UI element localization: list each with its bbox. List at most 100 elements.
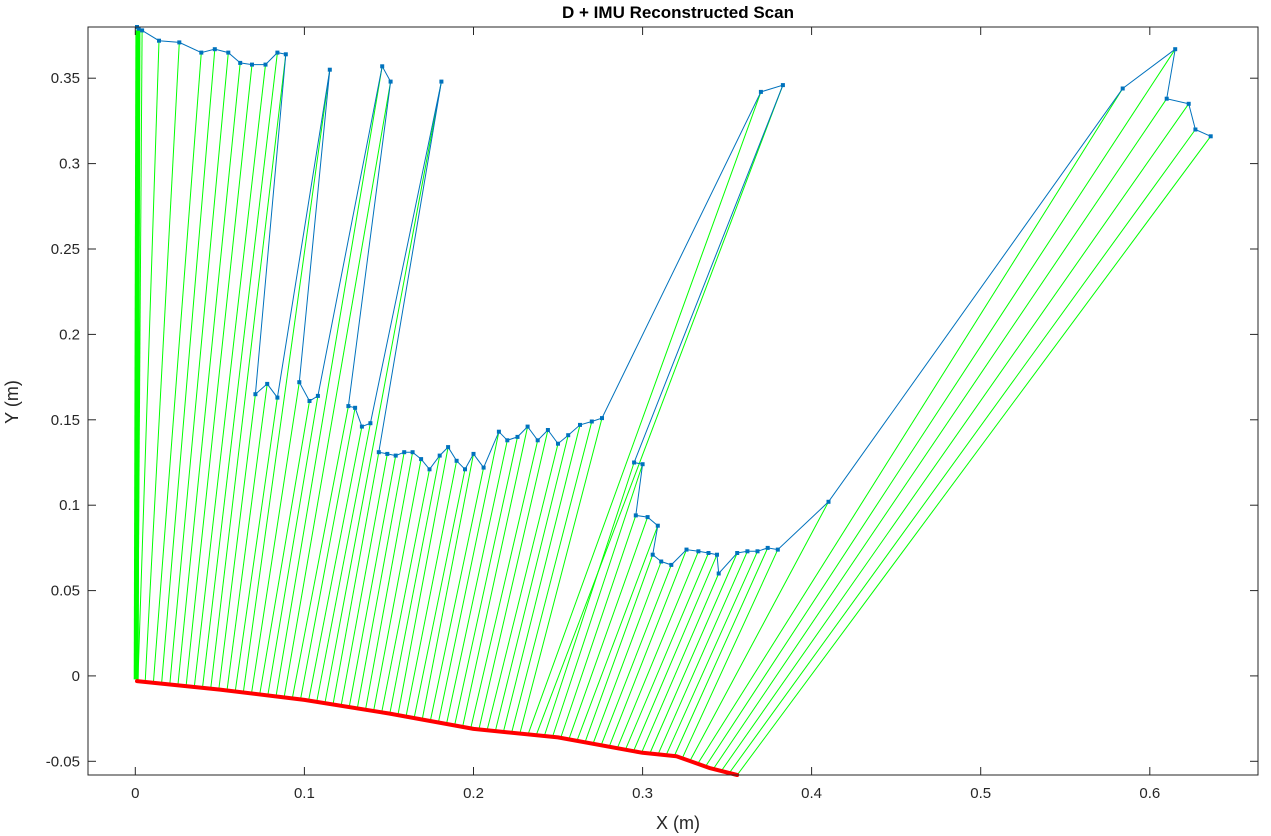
ray-line [437,431,500,723]
ray-line [291,406,349,699]
ray-line [300,407,356,700]
scan-point [525,424,530,429]
scan-point [376,450,381,455]
scan-point [368,421,373,426]
scan-point [566,433,571,438]
chart-title: D + IMU Reconstructed Scan [562,3,794,22]
ray-line [242,69,331,693]
ray-line [527,91,762,735]
scan-point [265,381,270,386]
ray-line [446,440,508,725]
scan-point [297,380,302,385]
ray-line [348,455,397,708]
scan-point [545,428,550,432]
scan-point [600,416,604,421]
scan-point [346,404,351,409]
y-tick-label: -0.05 [46,753,80,770]
ray-line [592,561,662,744]
ray-line [137,40,160,682]
scan-point [556,441,560,446]
scan-point [380,64,385,69]
scan-point [199,50,204,55]
scan-point [1164,96,1169,101]
ray-line [218,394,256,690]
ray-line [332,452,380,705]
ray-line [397,447,449,716]
scan-point [315,393,320,398]
x-tick-label: 0.4 [801,785,822,802]
scan-point [410,450,415,455]
y-tick-label: 0.3 [59,156,80,173]
scan-series [135,25,1213,576]
scan-point [640,462,645,467]
scan-point [393,453,398,458]
scan-point [632,460,637,465]
scan-point [758,89,763,94]
scan-point [463,467,467,472]
ray-line [283,81,392,698]
scan-point [826,499,831,504]
scan-point [419,457,424,462]
ray-line [340,453,388,706]
trajectory-series [135,679,740,777]
y-tick-label: 0.1 [59,497,80,514]
ray-line [519,417,603,734]
scan-point [136,26,141,31]
scan-point [226,50,231,55]
ray-line [177,62,241,686]
ray-line [478,429,549,730]
ray-line [616,551,699,749]
ray-line [365,452,414,710]
y-tick-label: 0.35 [51,70,80,87]
scan-point [716,571,721,576]
scan-point [359,424,364,429]
ray-line [152,52,202,683]
ray-line [560,515,637,739]
scan-point [775,547,780,552]
ray-line [161,49,216,684]
scan-point [353,405,358,410]
ray-line [259,400,310,695]
scan-point [471,451,476,456]
scan-point [253,392,258,397]
ray-line [462,426,529,728]
x-tick-label: 0.2 [463,785,484,802]
scan-point [481,465,486,470]
ray-bundle [133,30,141,680]
scan-point [1120,86,1125,91]
scan-point [385,451,390,456]
ray-line [144,42,180,682]
scan-point [283,52,288,57]
scan-point [765,545,770,550]
ray-line [689,501,829,762]
scan-point [633,513,638,518]
ray-line [720,103,1190,772]
scan-point [659,559,664,564]
scan-point [212,47,217,52]
ray-line [543,462,635,737]
ray-line [389,455,441,714]
ray-line [381,469,430,713]
ray-line [681,549,779,759]
ray-line [185,64,253,687]
scan-line [136,26,1211,575]
ray-line [324,81,442,704]
ray-line [705,48,1176,767]
scan-point [446,445,451,450]
scan-point [157,38,161,43]
ray-line [429,467,485,722]
ray-line [421,453,474,720]
ray-line [494,435,569,732]
ray-line [275,66,383,697]
ray-line [608,549,687,747]
y-tick-label: 0 [72,668,80,685]
scan-point [669,562,674,567]
x-tick-label: 0 [131,785,139,802]
scan-point [1186,101,1191,106]
y-tick-label: 0.05 [51,583,80,600]
ray-line [454,436,518,726]
scan-point [263,62,268,67]
x-axis-label: X (m) [656,813,700,833]
y-tick-label: 0.15 [51,412,80,429]
